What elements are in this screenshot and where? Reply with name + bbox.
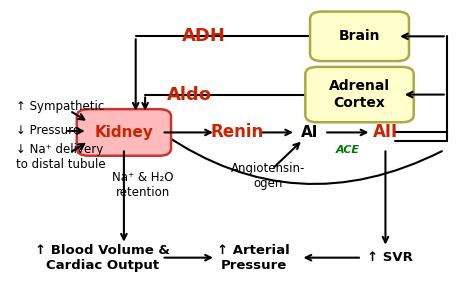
Text: ↓ Na⁺ delivery
to distal tubule: ↓ Na⁺ delivery to distal tubule — [16, 143, 105, 171]
FancyBboxPatch shape — [77, 109, 171, 156]
Text: Na⁺ & H₂O
retention: Na⁺ & H₂O retention — [112, 171, 173, 199]
Text: ↑ Arterial
Pressure: ↑ Arterial Pressure — [217, 244, 290, 272]
Text: Renin: Renin — [210, 123, 264, 141]
Text: ↑ Blood Volume &
Cardiac Output: ↑ Blood Volume & Cardiac Output — [35, 244, 170, 272]
FancyArrowPatch shape — [164, 134, 442, 184]
Text: Angiotensin-
ogen: Angiotensin- ogen — [230, 162, 305, 190]
Text: AI: AI — [301, 125, 319, 140]
Text: ↑ Sympathetic: ↑ Sympathetic — [16, 100, 104, 113]
FancyBboxPatch shape — [310, 11, 409, 61]
Text: ↑ SVR: ↑ SVR — [367, 251, 413, 264]
Text: Aldo: Aldo — [167, 86, 212, 103]
Text: Adrenal
Cortex: Adrenal Cortex — [329, 79, 390, 110]
Text: ↓ Pressure: ↓ Pressure — [16, 124, 80, 138]
Text: ADH: ADH — [182, 27, 226, 45]
Text: Kidney: Kidney — [94, 125, 154, 140]
Text: Brain: Brain — [339, 29, 380, 43]
Text: ACE: ACE — [336, 145, 360, 155]
Text: AII: AII — [373, 123, 398, 141]
FancyBboxPatch shape — [305, 67, 414, 122]
